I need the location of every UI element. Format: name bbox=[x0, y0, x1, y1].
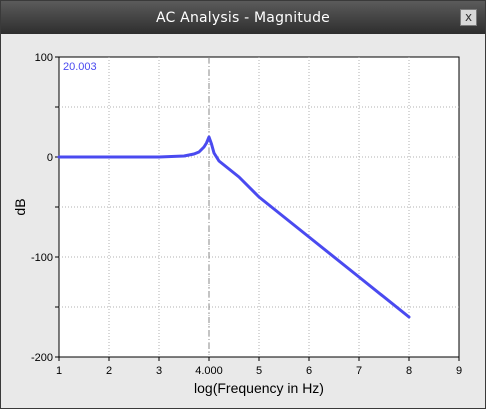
x-tick-label: 2 bbox=[106, 365, 112, 377]
y-tick-label: 0 bbox=[47, 152, 53, 164]
cursor-x-label: 4.000 bbox=[195, 365, 223, 377]
title-bar[interactable]: AC Analysis - Magnitude x bbox=[1, 1, 485, 34]
ticks: 1 2 3 5 6 7 8 9 100 0 -100 -200 bbox=[31, 52, 462, 377]
y-tick-label: 100 bbox=[35, 52, 53, 64]
x-tick-label: 1 bbox=[56, 365, 62, 377]
plot-area[interactable]: 1 2 3 5 6 7 8 9 100 0 -100 -200 20.003 4.000 log(Fr… bbox=[1, 34, 485, 408]
magnitude-chart[interactable]: 1 2 3 5 6 7 8 9 100 0 -100 -200 20.003 4.000 log(Fr… bbox=[1, 34, 485, 408]
cursor-readout: 20.003 bbox=[63, 61, 97, 73]
series-line bbox=[57, 135, 411, 319]
x-axis-label: log(Frequency in Hz) bbox=[194, 380, 324, 396]
x-tick-label: 9 bbox=[456, 365, 462, 377]
y-axis-label: dB bbox=[12, 198, 28, 215]
y-tick-label: -200 bbox=[31, 352, 53, 364]
y-tick-label: -100 bbox=[31, 252, 53, 264]
x-tick-label: 5 bbox=[256, 365, 262, 377]
close-button[interactable]: x bbox=[460, 9, 477, 26]
window-title: AC Analysis - Magnitude bbox=[156, 10, 330, 26]
x-tick-label: 3 bbox=[156, 365, 162, 377]
x-tick-label: 6 bbox=[306, 365, 312, 377]
x-tick-label: 7 bbox=[356, 365, 362, 377]
x-tick-label: 8 bbox=[406, 365, 412, 377]
